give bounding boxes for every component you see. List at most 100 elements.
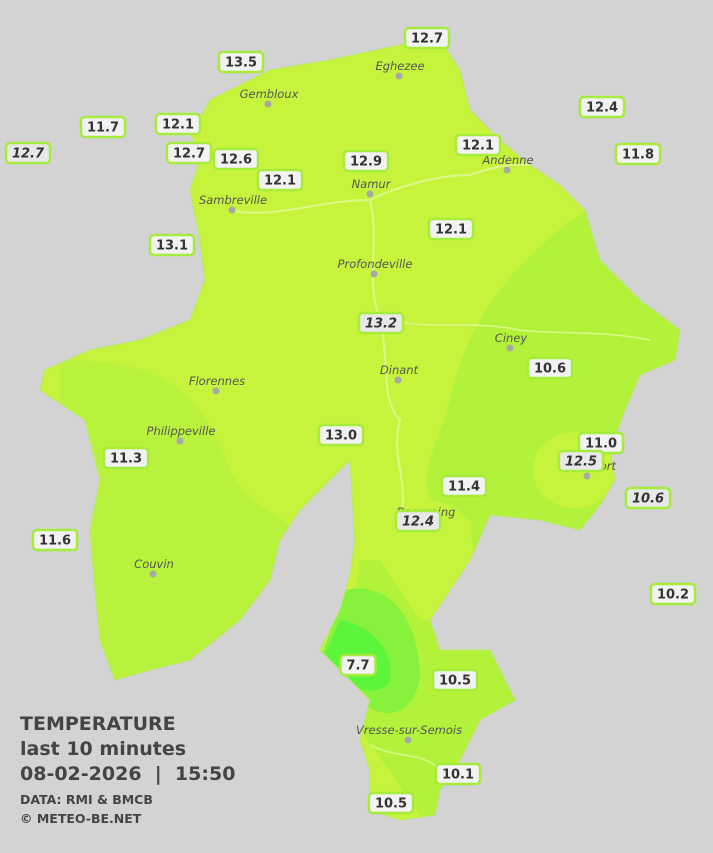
city-dot <box>503 166 511 174</box>
city-dot <box>506 344 514 352</box>
station-value: 10.1 <box>442 768 474 783</box>
station: 12.1 <box>154 112 202 136</box>
station-value: 12.1 <box>162 118 194 133</box>
station-value: 12.7 <box>411 32 443 47</box>
station: 10.2 <box>649 582 697 606</box>
title: TEMPERATURE <box>20 713 176 735</box>
station-value: 7.7 <box>346 659 369 674</box>
city-dot <box>264 100 272 108</box>
city-label: Gembloux <box>240 87 299 101</box>
river <box>389 319 651 341</box>
station-box <box>102 446 150 470</box>
city-dot <box>370 270 378 278</box>
city-dot <box>366 190 374 198</box>
city-dot <box>228 206 236 214</box>
station-value: 11.8 <box>622 148 654 163</box>
station-value: 12.1 <box>264 174 296 189</box>
station-box <box>256 168 304 192</box>
river <box>369 744 441 771</box>
station-box <box>434 762 482 786</box>
station-value: 10.5 <box>439 674 471 689</box>
city-label: Ciney <box>495 331 528 345</box>
station-box <box>394 509 442 533</box>
station-value: 11.7 <box>87 121 119 136</box>
station-value: 13.2 <box>365 317 397 332</box>
station-box <box>4 141 52 165</box>
station-box <box>212 147 260 171</box>
station-value: 13.1 <box>156 239 188 254</box>
station-box <box>649 582 697 606</box>
station-value: 11.6 <box>39 534 71 549</box>
station-value: 13.5 <box>225 56 257 71</box>
station: 12.1 <box>256 168 304 192</box>
station-box <box>431 668 479 692</box>
station: 11.3 <box>102 446 150 470</box>
station-value: 12.9 <box>350 155 382 170</box>
station: 12.1 <box>454 133 502 157</box>
station-value: 12.7 <box>173 147 205 162</box>
stations: 12.7 13.5 11.7 12.1 12.4 12.7 12.7 12.6 12.1 12.9… <box>4 26 697 815</box>
station-box <box>403 26 451 50</box>
city-dot <box>212 387 220 395</box>
station-box <box>342 149 390 173</box>
station-box <box>526 356 574 380</box>
station-box <box>578 95 626 119</box>
copyright: © METEO-BE.NET <box>20 811 142 826</box>
city-dot <box>583 472 591 480</box>
station-box <box>79 115 127 139</box>
station: 11.6 <box>31 528 79 552</box>
city-dot <box>176 437 184 445</box>
station-value: 10.2 <box>657 588 689 603</box>
station-value: 12.1 <box>462 139 494 154</box>
station: 13.2 <box>357 311 405 335</box>
station: 11.7 <box>79 115 127 139</box>
station-box <box>339 653 377 677</box>
station-value: 12.6 <box>220 153 252 168</box>
station-value: 11.0 <box>585 437 617 452</box>
station: 12.1 <box>427 217 475 241</box>
station: 12.7 <box>4 141 52 165</box>
city-label: Couvin <box>134 557 174 571</box>
station: 10.6 <box>526 356 574 380</box>
station-box <box>217 50 265 74</box>
station: 11.4 <box>440 474 488 498</box>
city-label: Florennes <box>189 374 245 388</box>
station-value: 10.6 <box>534 362 566 377</box>
station-box <box>317 423 365 447</box>
city-label: Namur <box>352 177 392 191</box>
city-label: Philippeville <box>147 424 216 438</box>
station-box <box>614 142 662 166</box>
city-label: Sambreville <box>199 193 267 207</box>
station-value: 13.0 <box>325 429 357 444</box>
city-dot <box>394 376 402 384</box>
station-value: 12.5 <box>565 455 597 470</box>
station: 12.4 <box>394 509 442 533</box>
station: 11.8 <box>614 142 662 166</box>
station-value: 12.4 <box>586 101 618 116</box>
station-box <box>367 791 415 815</box>
station-box <box>624 486 672 510</box>
source: DATA: RMI & BMCB <box>20 792 153 807</box>
station: 12.9 <box>342 149 390 173</box>
station-box <box>165 141 213 165</box>
station: 12.5 <box>557 449 605 473</box>
station-value: 10.6 <box>632 492 664 507</box>
station-value: 12.4 <box>402 515 434 530</box>
station-box <box>427 217 475 241</box>
station: 12.7 <box>403 26 451 50</box>
station: 10.6 <box>624 486 672 510</box>
station-box <box>440 474 488 498</box>
station-value: 11.3 <box>110 452 142 467</box>
station: 13.0 <box>317 423 365 447</box>
station-value: 10.5 <box>375 797 407 812</box>
station: 10.1 <box>434 762 482 786</box>
station-box <box>454 133 502 157</box>
city-label: Profondeville <box>338 257 413 271</box>
station-box <box>148 233 196 257</box>
river <box>229 163 561 214</box>
city-label: Andenne <box>481 153 533 167</box>
city-dot <box>395 72 403 80</box>
station-box <box>357 311 405 335</box>
city-dot <box>149 570 157 578</box>
